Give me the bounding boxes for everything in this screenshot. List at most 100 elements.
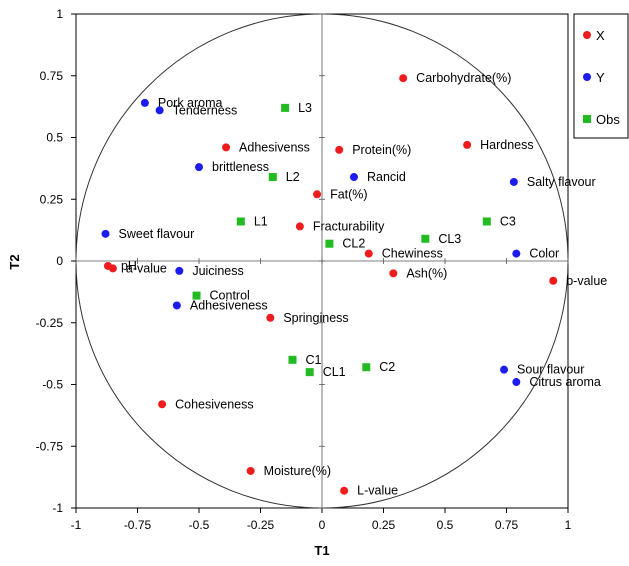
point-label: Carbohydrate(%) [416, 71, 511, 85]
y-tick-label: 1 [56, 7, 63, 21]
point-label: b-value [566, 274, 607, 288]
point-marker-obs [362, 363, 371, 372]
point-marker-x [389, 269, 398, 278]
y-tick-label: 0 [56, 254, 63, 268]
point-label: L3 [298, 101, 312, 115]
y-tick-label: -0.5 [42, 378, 63, 392]
point-label: L-value [357, 484, 398, 498]
point-marker-y [512, 249, 521, 258]
point-label: Fracturability [313, 219, 385, 233]
point-label: C2 [379, 360, 395, 374]
legend: X Y Obs [573, 13, 629, 139]
point-label: CL3 [438, 232, 461, 246]
point-label: Adhesiveness [190, 298, 268, 312]
point-marker-y [349, 173, 358, 182]
point-label: Chewiness [382, 247, 443, 261]
point-label: Pork aroma [158, 96, 223, 110]
point-label: Juiciness [192, 264, 243, 278]
point-label: Rancid [367, 170, 406, 184]
point-marker-x [364, 249, 373, 258]
legend-marker [583, 115, 591, 123]
point-marker-y [175, 266, 184, 275]
tick-labels-layer: -1 -0.75 -0.5 -0.25 0 0.25 0.5 0.75 1 1 0.75 0.5 0.2… [36, 7, 572, 532]
point-marker-x [158, 400, 167, 409]
x-tick-label: -0.25 [247, 518, 275, 532]
x-tick-label: 0 [319, 518, 326, 532]
point-marker-x [549, 276, 558, 285]
point-marker-y [101, 229, 110, 238]
point-marker-x [399, 74, 408, 83]
point-marker-y [155, 106, 164, 115]
y-tick-label: 0.75 [40, 69, 64, 83]
point-label: Adhesivenss [239, 140, 310, 154]
point-marker-obs [482, 217, 491, 226]
point-label: Protein(%) [352, 143, 411, 157]
x-tick-label: 0.5 [437, 518, 454, 532]
y-tick-label: 0.25 [40, 192, 64, 206]
point-marker-y [172, 301, 181, 310]
point-label: Salty flavour [527, 175, 596, 189]
y-tick-label: -1 [52, 501, 63, 515]
point-marker-x [295, 222, 304, 231]
point-marker-obs [192, 291, 201, 300]
point-label: C1 [305, 353, 321, 367]
x-axis-title: T1 [314, 543, 329, 558]
point-label: Cohesiveness [175, 397, 254, 411]
point-label: Springiness [283, 311, 348, 325]
y-tick-label: -0.75 [36, 439, 64, 453]
point-label: Moisture(%) [264, 464, 331, 478]
x-tick-label: -0.75 [124, 518, 152, 532]
point-label: Sweet flavour [119, 227, 195, 241]
x-tick-label: 0.25 [372, 518, 396, 532]
x-tick-label: 0.75 [495, 518, 519, 532]
point-label: Fat(%) [330, 187, 368, 201]
point-marker-x [266, 313, 275, 322]
point-label: CL1 [323, 365, 346, 379]
y-axis-title: T2 [7, 254, 22, 269]
point-label: Hardness [480, 138, 534, 152]
point-marker-y [500, 365, 509, 374]
point-label: C3 [500, 214, 516, 228]
point-label: Ash(%) [406, 266, 447, 280]
legend-label: Obs [596, 112, 620, 127]
point-marker-obs [288, 355, 297, 364]
point-marker-y [512, 378, 521, 387]
point-label: Citrus aroma [529, 375, 601, 389]
point-label: CL2 [342, 237, 365, 251]
point-marker-obs [268, 173, 277, 182]
x-tick-label: -1 [71, 518, 82, 532]
point-marker-x [108, 264, 117, 273]
point-label: a-value [126, 261, 167, 275]
y-tick-label: -0.25 [36, 316, 64, 330]
legend-marker [583, 31, 591, 39]
point-label: L2 [286, 170, 300, 184]
point-label: Sour flavour [517, 363, 584, 377]
point-marker-y [195, 163, 203, 172]
legend-label: Y [596, 70, 605, 85]
legend-label: X [596, 28, 605, 43]
x-tick-label: 1 [565, 518, 572, 532]
point-marker-obs [305, 368, 314, 377]
y-tick-label: 0.5 [46, 131, 63, 145]
point-marker-obs [236, 217, 245, 226]
point-label: brittleness [212, 160, 269, 174]
point-label: pH [121, 259, 137, 273]
point-marker-x [340, 486, 349, 495]
point-label: Color [529, 247, 559, 261]
point-label: L1 [254, 214, 268, 228]
point-marker-x [463, 140, 472, 149]
point-label: Tenderness [173, 103, 238, 117]
legend-marker [583, 73, 591, 81]
point-marker-x [313, 190, 322, 199]
point-marker-obs [325, 239, 334, 248]
point-marker-x [222, 143, 231, 152]
x-tick-label: -0.5 [189, 518, 210, 532]
point-label: Control [210, 289, 250, 303]
point-marker-x [246, 466, 255, 475]
points-layer: Carbohydrate(%) Hardness Adhesivenss Protei… [101, 71, 607, 498]
point-marker-y [509, 177, 518, 186]
point-marker-y [140, 98, 149, 107]
point-marker-x [335, 145, 344, 154]
point-marker-obs [421, 234, 430, 243]
